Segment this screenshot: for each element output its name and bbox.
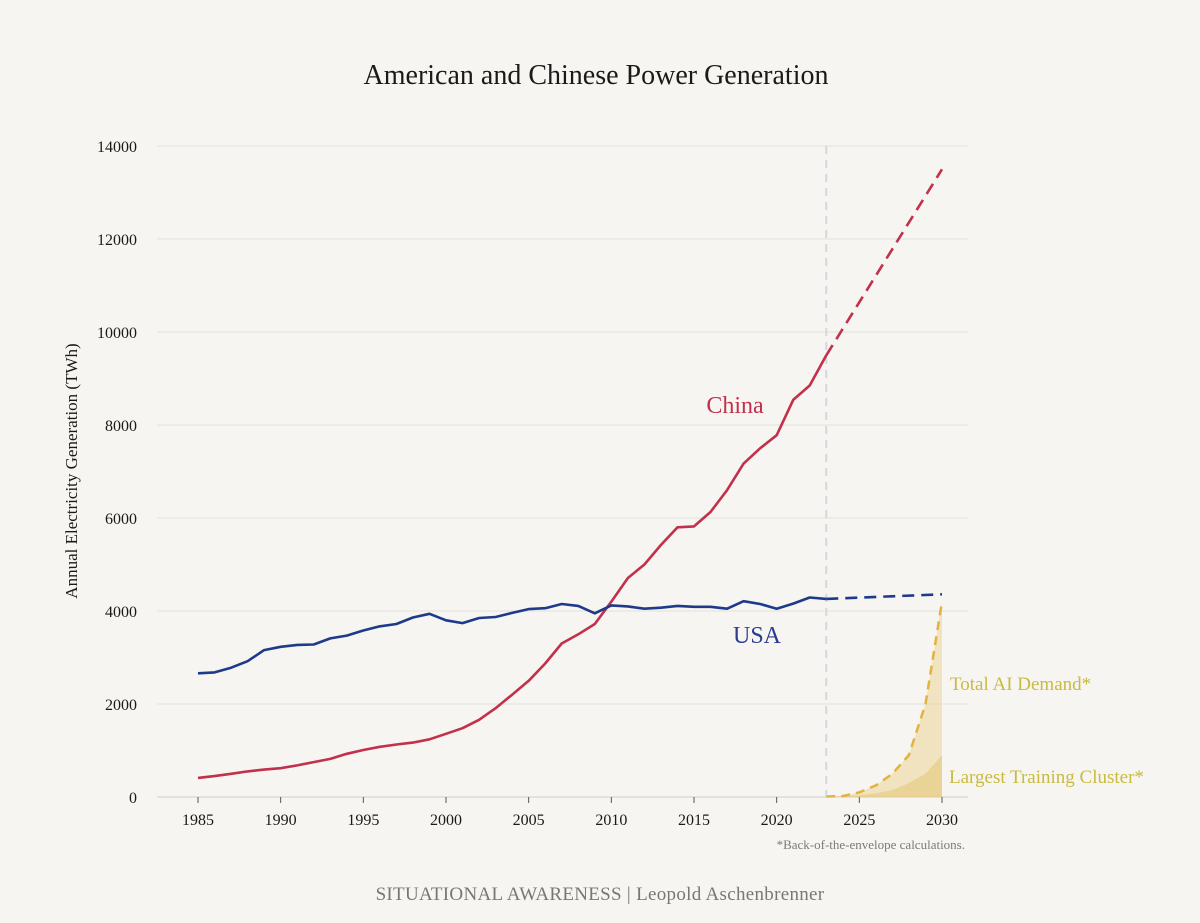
y-axis-label: Annual Electricity Generation (TWh) (62, 343, 81, 598)
y-tick-6000: 6000 (105, 511, 137, 528)
y-tick-0: 0 (129, 790, 137, 807)
x-tick-2030: 2030 (926, 812, 958, 829)
usa-label: USA (733, 623, 782, 649)
x-tick-2000: 2000 (430, 812, 462, 829)
x-tick-2005: 2005 (513, 812, 545, 829)
x-tick-2025: 2025 (843, 812, 875, 829)
credit-line: SITUATIONAL AWARENESS | Leopold Aschenbr… (376, 884, 825, 905)
largest-training-cluster-area (826, 755, 942, 797)
china-label: China (706, 393, 764, 419)
y-tick-10000: 10000 (97, 325, 137, 342)
y-tick-2000: 2000 (105, 697, 137, 714)
y-axis-ticks: 0 2000 4000 6000 8000 10000 12000 14000 (97, 139, 137, 807)
china-projection-line (825, 168, 944, 356)
series-lines (197, 168, 944, 798)
total-ai-demand-line (826, 601, 944, 798)
x-axis-ticks: 1985 1990 1995 2000 2005 2010 2015 2020 2025 2030 (182, 797, 958, 829)
ai-demand-label: Total AI Demand* (950, 674, 1091, 695)
total-ai-demand-area (826, 601, 942, 797)
footnote: *Back-of-the-envelope calculations. (777, 837, 965, 852)
y-tick-12000: 12000 (97, 232, 137, 249)
china-line (197, 354, 828, 780)
training-cluster-label: Largest Training Cluster* (949, 767, 1144, 788)
x-tick-1995: 1995 (347, 812, 379, 829)
gridlines (157, 145, 968, 798)
y-tick-4000: 4000 (105, 604, 137, 621)
chart-title: American and Chinese Power Generation (364, 60, 829, 91)
y-tick-8000: 8000 (105, 418, 137, 435)
usa-line (197, 596, 827, 675)
x-tick-1990: 1990 (265, 812, 297, 829)
y-tick-14000: 14000 (97, 139, 137, 156)
x-tick-2020: 2020 (761, 812, 793, 829)
usa-projection-line (826, 593, 943, 601)
x-tick-1985: 1985 (182, 812, 214, 829)
x-tick-2015: 2015 (678, 812, 710, 829)
ai-demand-areas (826, 601, 942, 797)
x-tick-2010: 2010 (595, 812, 627, 829)
